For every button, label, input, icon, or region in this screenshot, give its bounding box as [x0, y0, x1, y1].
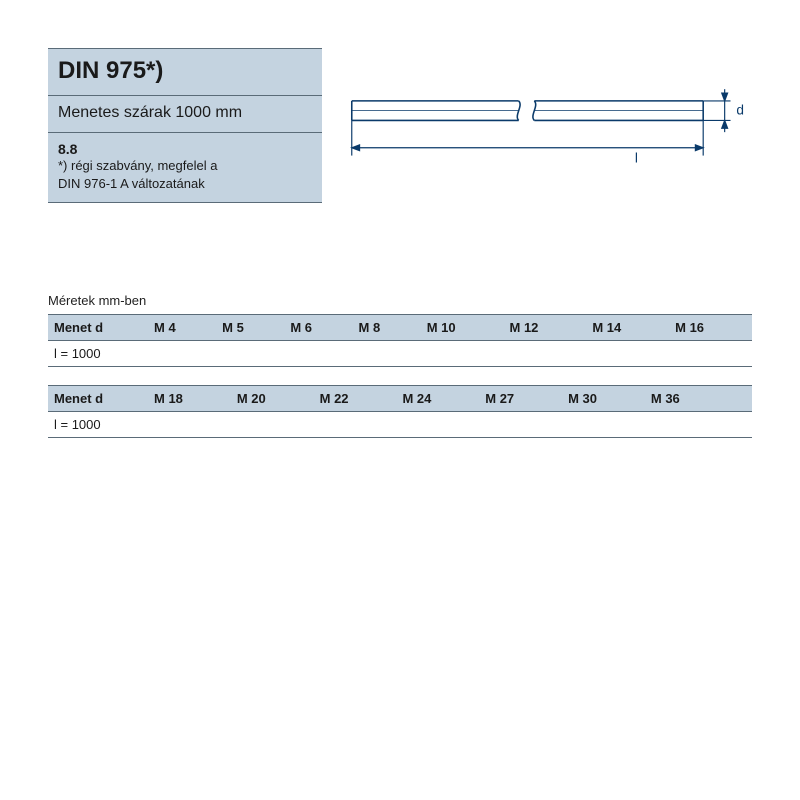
standard-note-line1: *) régi szabvány, megfelel a [58, 157, 312, 175]
product-subtitle: Menetes szárak 1000 mm [58, 104, 312, 122]
dimension-tables: Méretek mm-ben Menet d M 4 M 5 M 6 M 8 M… [48, 293, 752, 438]
header-row: DIN 975*) Menetes szárak 1000 mm 8.8 *) … [48, 48, 752, 203]
col-header: M 10 [421, 315, 504, 341]
col-header: M 18 [148, 386, 231, 412]
technical-diagram: d l [322, 48, 752, 198]
col-header: M 8 [353, 315, 421, 341]
col-header: M 27 [479, 386, 562, 412]
col-header: M 6 [284, 315, 352, 341]
table-row: l = 1000 [48, 341, 752, 367]
rod-diagram-svg: d l [342, 78, 752, 198]
size-table-2: Menet d M 18 M 20 M 22 M 24 M 27 M 30 M … [48, 385, 752, 438]
col-header: M 4 [148, 315, 216, 341]
col-header: M 30 [562, 386, 645, 412]
col-header: M 24 [396, 386, 479, 412]
row-label: l = 1000 [48, 341, 148, 367]
table-row: l = 1000 [48, 412, 752, 438]
size-table-1: Menet d M 4 M 5 M 6 M 8 M 10 M 12 M 14 M… [48, 314, 752, 367]
col-header [728, 386, 752, 412]
col-header: M 5 [216, 315, 284, 341]
info-box: DIN 975*) Menetes szárak 1000 mm 8.8 *) … [48, 48, 322, 203]
col-header: M 14 [586, 315, 669, 341]
table-row: Menet d M 18 M 20 M 22 M 24 M 27 M 30 M … [48, 386, 752, 412]
col-header: M 20 [231, 386, 314, 412]
table-row: Menet d M 4 M 5 M 6 M 8 M 10 M 12 M 14 M… [48, 315, 752, 341]
col-header: M 22 [314, 386, 397, 412]
standard-note-line2: DIN 976-1 A változatának [58, 175, 312, 193]
col-header-label: Menet d [48, 386, 148, 412]
strength-grade: 8.8 [58, 141, 312, 157]
col-header: M 36 [645, 386, 728, 412]
col-header-label: Menet d [48, 315, 148, 341]
col-header: M 16 [669, 315, 752, 341]
standard-title: DIN 975*) [58, 57, 312, 85]
col-header: M 12 [504, 315, 587, 341]
dim-d-label: d [736, 103, 744, 118]
dim-l-label: l [635, 150, 638, 165]
row-label: l = 1000 [48, 412, 148, 438]
tables-caption: Méretek mm-ben [48, 293, 752, 308]
